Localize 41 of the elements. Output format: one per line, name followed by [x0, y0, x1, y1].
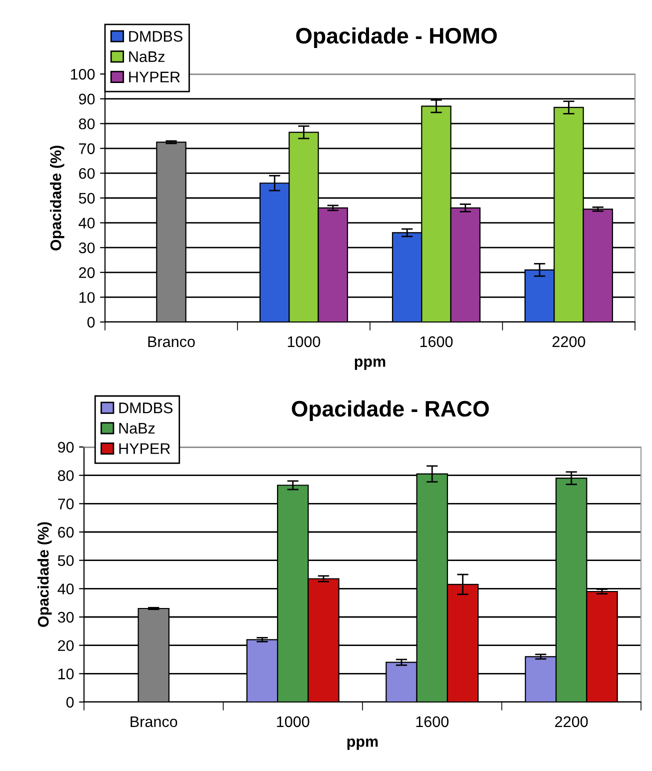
chart-title: Opacidade - HOMO [296, 27, 497, 48]
y-tick-label: 60 [58, 526, 74, 538]
y-tick-label: 90 [79, 94, 95, 104]
x-tick-label: 2200 [555, 716, 588, 728]
y-tick-label: 80 [78, 118, 95, 130]
x-tick-label: 1600 [416, 716, 449, 728]
y-tick-label: 10 [79, 292, 95, 303]
x-tick-label: Branco [148, 336, 195, 348]
legend-label: HYPER [119, 443, 170, 454]
x-tick-label: 1600 [420, 336, 453, 348]
y-tick-label: 40 [58, 584, 74, 594]
legend-label: HYPER [129, 72, 180, 82]
y-tick-label: 30 [58, 612, 74, 623]
y-tick-label: 70 [79, 143, 95, 154]
y-tick-label: 30 [78, 242, 95, 254]
y-tick-label: 50 [78, 192, 95, 204]
x-tick-label: 1000 [288, 336, 320, 348]
x-axis-title: ppm [354, 358, 386, 370]
x-tick-label: 2200 [552, 336, 586, 348]
x-tick-label: 1000 [277, 716, 310, 728]
y-tick-label: 50 [58, 555, 74, 566]
y-tick-label: 20 [79, 267, 95, 278]
legend-label: DMDBS [119, 402, 173, 414]
y-tick-label: 0 [87, 316, 95, 328]
y-tick-label: 10 [58, 668, 74, 680]
y-axis-title: Opacidade (%) [50, 146, 64, 250]
legend-label: NaBz [119, 423, 155, 434]
y-tick-label: 60 [79, 168, 95, 179]
legend-label: DMDBS [129, 30, 182, 42]
y-tick-label: 0 [66, 696, 74, 708]
x-axis-title: ppm [347, 738, 378, 750]
y-tick-label: 20 [58, 640, 74, 652]
y-tick-label: 80 [58, 470, 74, 482]
y-axis-title: Opacidade (%) [37, 522, 52, 627]
chart-title: Opacidade - RACO [292, 400, 489, 422]
y-tick-label: 100 [70, 68, 95, 80]
legend-label: NaBz [129, 51, 165, 62]
x-tick-label: Branco [130, 716, 178, 728]
y-tick-label: 70 [58, 498, 74, 510]
y-tick-label: 40 [78, 218, 95, 228]
y-tick-label: 90 [58, 442, 74, 453]
